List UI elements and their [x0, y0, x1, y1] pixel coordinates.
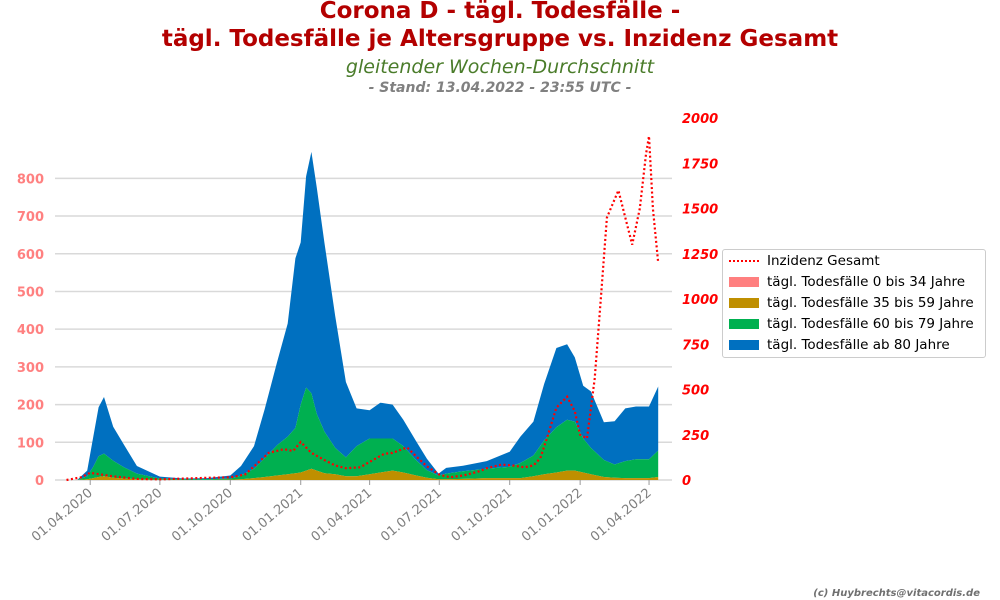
- y-left-tick-label: 800: [17, 172, 44, 187]
- legend-item-incidence: Inzidenz Gesamt: [729, 251, 880, 271]
- legend-swatch-age-0-34: [729, 277, 759, 287]
- x-tick-label: 01.10.2021: [449, 486, 516, 545]
- chart-legend: Inzidenz Gesamt tägl. Todesfälle 0 bis 3…: [722, 249, 986, 358]
- x-tick-label: 01.04.2021: [309, 486, 376, 545]
- legend-label-age-60-79: tägl. Todesfälle 60 bis 79 Jahre: [767, 316, 974, 332]
- x-tick-label: 01.07.2020: [99, 486, 166, 545]
- y-left-tick-label: 200: [17, 399, 44, 414]
- credit-text: (c) Huybrechts@vitacordis.de: [813, 588, 980, 599]
- x-tick-label: 01.01.2022: [519, 486, 586, 545]
- legend-swatch-age-35-59: [729, 298, 759, 308]
- legend-swatch-age-60-79: [729, 319, 759, 329]
- y-left-tick-label: 0: [35, 474, 44, 489]
- y-right-tick-label: 1000: [682, 293, 718, 308]
- y-right-tick-label: 1250: [682, 248, 718, 263]
- y-left-tick-label: 400: [17, 323, 44, 338]
- legend-swatch-incidence: [729, 260, 759, 262]
- chart-subtitle: gleitender Wochen-Durchschnitt: [345, 56, 655, 78]
- y-right-tick-label: 1500: [682, 203, 718, 218]
- y-left-tick-label: 300: [17, 361, 44, 376]
- y-left-tick-label: 600: [17, 248, 44, 263]
- legend-label-incidence: Inzidenz Gesamt: [767, 253, 880, 269]
- y-left-tick-label: 500: [17, 285, 44, 300]
- legend-swatch-age-80-plus: [729, 340, 759, 350]
- y-left-tick-label: 100: [17, 436, 44, 451]
- area-age-35-59: [66, 468, 659, 480]
- legend-item-age-0-34: tägl. Todesfälle 0 bis 34 Jahre: [729, 272, 965, 292]
- legend-item-age-60-79: tägl. Todesfälle 60 bis 79 Jahre: [729, 314, 974, 334]
- chart-stand-date: - Stand: 13.04.2022 - 23:55 UTC -: [368, 80, 632, 96]
- legend-label-age-0-34: tägl. Todesfälle 0 bis 34 Jahre: [767, 274, 966, 290]
- area-age-80-plus: [66, 151, 659, 480]
- y-left-tick-label: 700: [17, 210, 44, 225]
- legend-label-age-35-59: tägl. Todesfälle 35 bis 59 Jahre: [767, 295, 974, 311]
- y-right-tick-label: 250: [682, 429, 709, 444]
- chart-title-line2: tägl. Todesfälle je Altersgruppe vs. Inz…: [161, 26, 839, 52]
- x-tick-label: 01.01.2021: [240, 486, 307, 545]
- area-age-60-79: [66, 387, 659, 480]
- x-tick-label: 01.07.2021: [378, 486, 445, 545]
- x-tick-label: 01.04.2022: [588, 486, 655, 545]
- y-right-tick-label: 2000: [682, 112, 718, 127]
- chart-title-line1: Corona D - tägl. Todesfälle -: [319, 0, 681, 24]
- y-right-tick-label: 0: [682, 474, 691, 489]
- y-right-tick-label: 750: [682, 338, 709, 353]
- legend-item-age-35-59: tägl. Todesfälle 35 bis 59 Jahre: [729, 293, 974, 313]
- y-right-tick-label: 1750: [682, 157, 718, 172]
- y-right-tick-label: 500: [682, 384, 709, 399]
- x-tick-label: 01.04.2020: [29, 486, 96, 545]
- legend-label-age-80-plus: tägl. Todesfälle ab 80 Jahre: [767, 337, 950, 353]
- line-incidence: [66, 135, 660, 482]
- x-tick-label: 01.10.2020: [169, 486, 236, 545]
- legend-item-age-80-plus: tägl. Todesfälle ab 80 Jahre: [729, 335, 950, 355]
